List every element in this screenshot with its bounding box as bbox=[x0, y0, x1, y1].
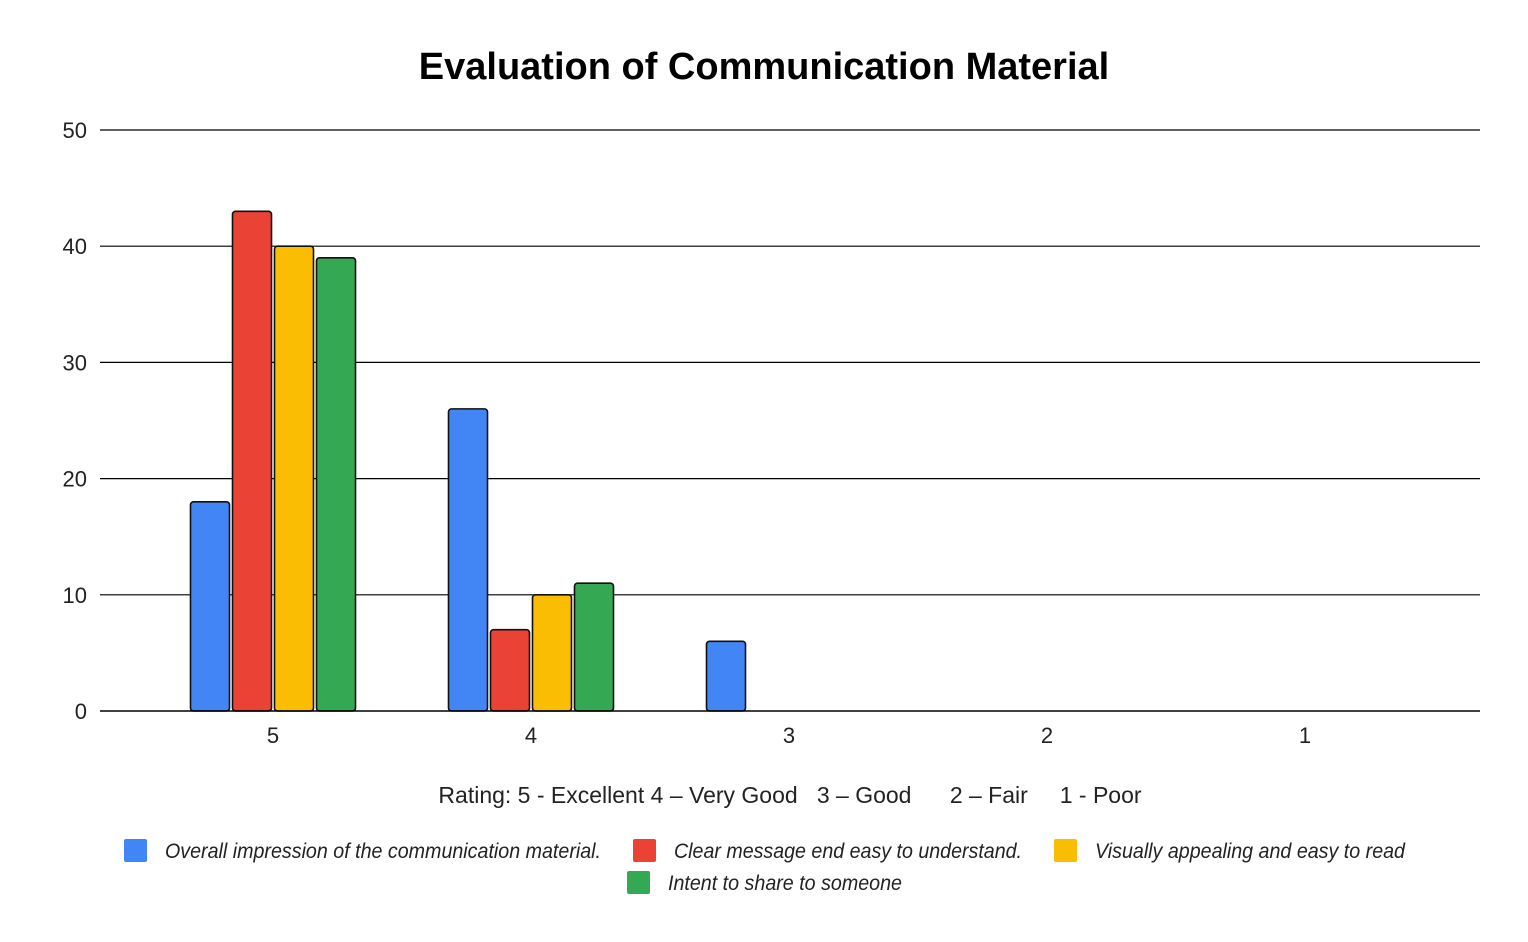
legend-label: Clear message end easy to understand. bbox=[674, 840, 1022, 863]
legend-label: Intent to share to someone bbox=[668, 872, 902, 895]
bars bbox=[189, 210, 747, 712]
legend-label: Visually appealing and easy to read bbox=[1095, 840, 1406, 863]
x-tick-label: 4 bbox=[525, 723, 537, 748]
x-tick-label: 2 bbox=[1041, 723, 1053, 748]
legend-swatch bbox=[627, 871, 650, 894]
legend-swatch bbox=[124, 839, 147, 862]
bar bbox=[531, 593, 573, 712]
x-axis-title: Rating: 5 - Excellent 4 – Very Good 3 – … bbox=[438, 782, 1141, 808]
x-tick-label: 5 bbox=[267, 723, 279, 748]
y-axis-ticks: 0 10 20 30 40 50 bbox=[63, 118, 87, 724]
legend-swatch bbox=[1054, 839, 1077, 862]
y-tick-label: 50 bbox=[63, 118, 87, 143]
x-axis-ticks: 5 4 3 2 1 bbox=[267, 723, 1311, 748]
bar bbox=[573, 582, 615, 712]
bar bbox=[189, 501, 231, 712]
legend-item: Overall impression of the communication … bbox=[124, 839, 601, 863]
bar bbox=[273, 245, 315, 712]
y-tick-label: 10 bbox=[63, 583, 87, 608]
legend-item: Clear message end easy to understand. bbox=[633, 839, 1022, 863]
bar bbox=[447, 408, 489, 712]
y-tick-label: 30 bbox=[63, 350, 87, 375]
y-tick-label: 20 bbox=[63, 467, 87, 492]
legend-swatch bbox=[633, 839, 656, 862]
x-tick-label: 3 bbox=[783, 723, 795, 748]
y-tick-label: 40 bbox=[63, 234, 87, 259]
x-tick-label: 1 bbox=[1299, 723, 1311, 748]
legend: Overall impression of the communication … bbox=[124, 839, 1406, 895]
legend-item: Intent to share to someone bbox=[627, 871, 902, 895]
legend-item: Visually appealing and easy to read bbox=[1054, 839, 1406, 863]
bar bbox=[705, 640, 747, 712]
bar bbox=[489, 628, 531, 712]
bar bbox=[231, 210, 273, 712]
bar bbox=[315, 257, 357, 712]
y-tick-label: 0 bbox=[75, 699, 87, 724]
legend-label: Overall impression of the communication … bbox=[165, 840, 601, 863]
chart-title: Evaluation of Communication Material bbox=[419, 46, 1109, 88]
